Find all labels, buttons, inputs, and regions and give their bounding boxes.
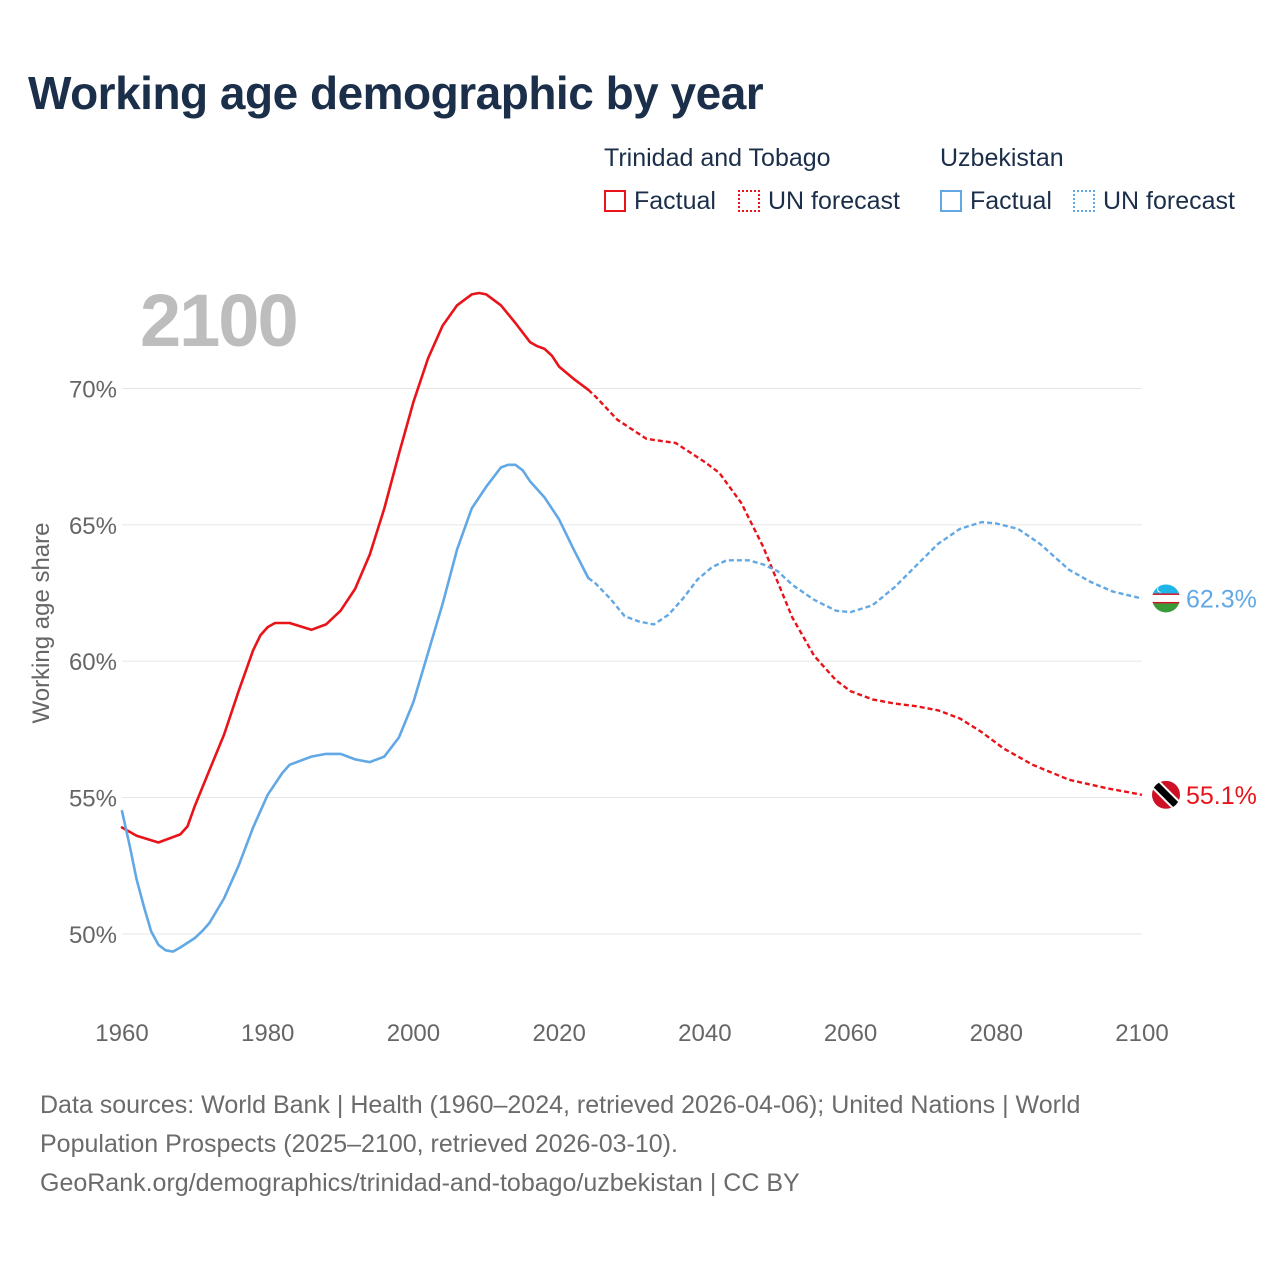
end-value-label-uzbekistan: 62.3% bbox=[1186, 585, 1257, 613]
x-tick-label-2100: 2100 bbox=[1115, 1020, 1168, 1047]
end-markers: 62.3% 55.1% bbox=[1152, 584, 1257, 810]
legend-label: Factual bbox=[970, 186, 1052, 215]
legend-title-uzbekistan: Uzbekistan bbox=[940, 144, 1064, 172]
y-tick-labels: 50% 55% 60% 65% 70% bbox=[69, 376, 117, 948]
legend-label: Factual bbox=[634, 186, 716, 215]
series-lines bbox=[120, 291, 1143, 953]
y-tick-label-70: 70% bbox=[69, 376, 117, 403]
trinidad-flag-icon bbox=[1152, 780, 1180, 809]
legend-swatch-dotted bbox=[1073, 190, 1095, 212]
x-tick-label-2040: 2040 bbox=[678, 1020, 731, 1047]
legend-title-trinidad: Trinidad and Tobago bbox=[604, 144, 831, 172]
x-tick-label-2020: 2020 bbox=[532, 1020, 585, 1047]
legend-item-uzbekistan-forecast[interactable]: UN forecast bbox=[1073, 186, 1235, 216]
line-chart: 50% 55% 60% 65% 70% 1960 1980 2000 2020 2040 2060… bbox=[69, 291, 1257, 1047]
series-line-uzbekistan-factual bbox=[120, 463, 590, 953]
grid-lines bbox=[122, 387, 1142, 935]
legend-item-trinidad-forecast[interactable]: UN forecast bbox=[738, 186, 900, 216]
chart-title: Working age demographic by year bbox=[28, 67, 764, 119]
end-value-label-trinidad: 55.1% bbox=[1186, 782, 1257, 810]
x-tick-labels: 1960 1980 2000 2020 2040 2060 2080 2100 bbox=[95, 1020, 1168, 1047]
legend-label: UN forecast bbox=[1103, 186, 1235, 215]
x-tick-label-2060: 2060 bbox=[824, 1020, 877, 1047]
legend-label: UN forecast bbox=[768, 186, 900, 215]
x-tick-label-2080: 2080 bbox=[970, 1020, 1023, 1047]
legend-item-trinidad-factual[interactable]: Factual bbox=[604, 186, 716, 216]
uzbekistan-flag-icon bbox=[1152, 584, 1180, 613]
y-tick-label-50: 50% bbox=[69, 922, 117, 949]
footer-line: Population Prospects (2025–2100, retriev… bbox=[40, 1130, 678, 1158]
y-tick-label-65: 65% bbox=[69, 513, 117, 540]
legend-swatch-solid bbox=[604, 190, 626, 212]
series-line-trinidad-and-tobago-factual bbox=[120, 291, 590, 844]
legend-item-uzbekistan-factual[interactable]: Factual bbox=[940, 186, 1052, 216]
legend-swatch-dotted bbox=[738, 190, 760, 212]
y-tick-label-60: 60% bbox=[69, 649, 117, 676]
y-tick-label-55: 55% bbox=[69, 786, 117, 813]
series-line-uzbekistan-forecast bbox=[587, 520, 1143, 626]
legend-swatch-solid bbox=[940, 190, 962, 212]
footer-sources: Data sources: World Bank | Health (1960–… bbox=[40, 1086, 1240, 1203]
footer-line[interactable]: GeoRank.org/demographics/trinidad-and-to… bbox=[40, 1169, 800, 1197]
current-year-label: 2100 bbox=[140, 279, 299, 362]
x-tick-label-1960: 1960 bbox=[95, 1020, 148, 1047]
x-tick-label-2000: 2000 bbox=[387, 1020, 440, 1047]
x-tick-label-1980: 1980 bbox=[241, 1020, 294, 1047]
footer-line: Data sources: World Bank | Health (1960–… bbox=[40, 1091, 1081, 1119]
series-line-trinidad-and-tobago-forecast bbox=[587, 388, 1143, 796]
